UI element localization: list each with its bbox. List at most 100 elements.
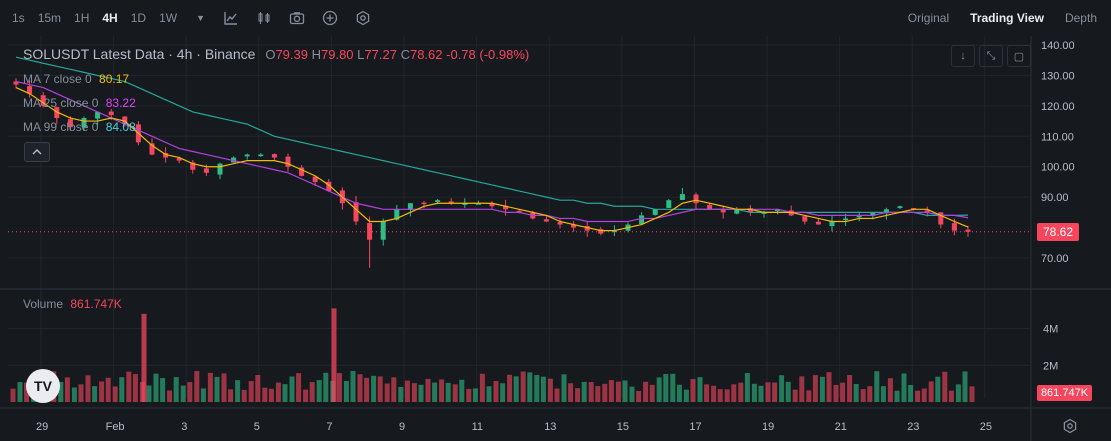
chart-toolbar: 1s 15m 1H 4H 1D 1W ▼ Original Trading Vi…: [0, 0, 1111, 36]
symbol-title: SOLUSDT Latest Data · 4h · Binance: [23, 46, 256, 62]
camera-icon[interactable]: [289, 10, 305, 26]
volume-bar: [309, 382, 315, 402]
candle-body: [149, 143, 155, 155]
volume-bar: [683, 389, 689, 402]
collapse-legend-button[interactable]: [24, 142, 50, 162]
time-tick-label: 3: [181, 421, 187, 433]
volume-bar: [92, 386, 98, 402]
candle-body: [407, 203, 413, 210]
time-tick-label: 11: [472, 421, 483, 433]
volume-bar: [602, 383, 608, 402]
candle-body: [843, 218, 849, 221]
volume-bar: [738, 382, 744, 402]
tradingview-logo[interactable]: TV: [26, 369, 60, 403]
candle-body: [897, 206, 903, 209]
time-tick-label: 15: [617, 421, 629, 433]
candle-body: [571, 224, 577, 228]
volume-bar: [915, 390, 921, 402]
chart-legend: SOLUSDT Latest Data · 4h · Binance O79.3…: [23, 46, 529, 62]
candle-body: [108, 111, 114, 115]
volume-bar: [316, 380, 322, 402]
ohlc-readout: O79.39 H79.80 L77.27 C78.62 -0.78 (-0.98…: [259, 47, 529, 62]
volume-bar: [948, 390, 954, 402]
price-tick-label: 100.00: [1041, 162, 1075, 174]
candle-body: [720, 209, 726, 213]
volume-bar: [180, 385, 186, 402]
move-down-icon[interactable]: ↓: [951, 45, 975, 67]
candle-body: [271, 154, 277, 158]
candle-body: [802, 216, 808, 222]
volume-bar: [207, 372, 213, 402]
candle-body: [380, 221, 386, 240]
timeframe-1h[interactable]: 1H: [74, 11, 90, 25]
candle-body: [666, 200, 672, 208]
collapse-pane-icon[interactable]: ⤡: [979, 45, 1003, 67]
volume-bar: [255, 375, 261, 402]
volume-tick-label: 2M: [1043, 360, 1058, 372]
volume-bar: [336, 373, 342, 402]
low-value: 77.27: [364, 47, 397, 62]
volume-bar: [377, 376, 383, 402]
ma99-label: MA 99 close 0: [23, 120, 99, 134]
volume-bar: [513, 376, 519, 402]
timeframe-1s[interactable]: 1s: [12, 11, 25, 25]
timeframe-1w[interactable]: 1W: [159, 11, 178, 25]
timeframe-4h[interactable]: 4H: [102, 11, 118, 25]
chevron-down-icon[interactable]: ▼: [196, 13, 205, 23]
volume-bar: [126, 371, 132, 402]
volume-bar: [153, 373, 159, 402]
candle-body: [775, 209, 781, 212]
timeframe-15m[interactable]: 15m: [37, 11, 62, 25]
timeframe-1d[interactable]: 1D: [130, 11, 147, 25]
candle-body: [938, 212, 944, 225]
high-label: H: [311, 47, 321, 62]
view-original[interactable]: Original: [907, 11, 950, 25]
volume-bar: [323, 372, 329, 402]
ma99-legend: MA 99 close 0 84.08: [23, 120, 136, 134]
indicator-icon[interactable]: [223, 10, 239, 26]
pane-controls: ↓ ⤡ ▢: [951, 45, 1035, 67]
candle-body: [584, 226, 590, 231]
volume-bar: [806, 390, 812, 402]
candle-body: [122, 116, 128, 125]
chart-settings-icon[interactable]: [1062, 418, 1078, 434]
volume-bar: [445, 382, 451, 402]
volume-bar: [676, 384, 682, 402]
volume-bar: [656, 377, 662, 402]
price-chart[interactable]: 140.00 130.00 120.00 110.00 100.00 90.00 70.00…: [0, 36, 1111, 441]
candle-body: [299, 167, 305, 176]
volume-bar: [459, 379, 465, 402]
view-trading-view[interactable]: Trading View: [970, 11, 1044, 25]
volume-bar: [744, 372, 750, 402]
volume-bar: [751, 383, 757, 402]
candle-body: [258, 154, 264, 157]
volume-bar: [615, 381, 621, 402]
volume-bar: [908, 385, 914, 402]
candle-body: [747, 208, 753, 213]
view-depth[interactable]: Depth: [1064, 11, 1097, 25]
current-price-tag: 78.62: [1037, 223, 1079, 241]
volume-bar: [472, 388, 478, 402]
candle-body: [435, 200, 441, 203]
open-value: 79.39: [275, 47, 308, 62]
candle-type-icon[interactable]: [256, 10, 272, 26]
price-tick-label: 130.00: [1041, 70, 1075, 82]
candle-body: [367, 223, 373, 240]
settings-hex-icon[interactable]: [355, 10, 371, 26]
candle-body: [965, 229, 971, 232]
candle-body: [856, 215, 862, 218]
plus-circle-icon[interactable]: [322, 10, 338, 26]
volume-bar: [690, 378, 696, 402]
maximize-pane-icon[interactable]: ▢: [1007, 45, 1031, 67]
volume-bar: [132, 374, 138, 402]
volume-bar: [228, 389, 234, 402]
volume-bar: [608, 380, 614, 402]
volume-bar: [235, 380, 241, 402]
volume-bar: [64, 377, 70, 402]
volume-bar: [500, 383, 506, 402]
volume-bar: [779, 375, 785, 402]
volume-bar: [955, 384, 961, 402]
volume-bar: [643, 381, 649, 402]
volume-bar: [847, 375, 853, 402]
low-label: L: [357, 47, 365, 62]
